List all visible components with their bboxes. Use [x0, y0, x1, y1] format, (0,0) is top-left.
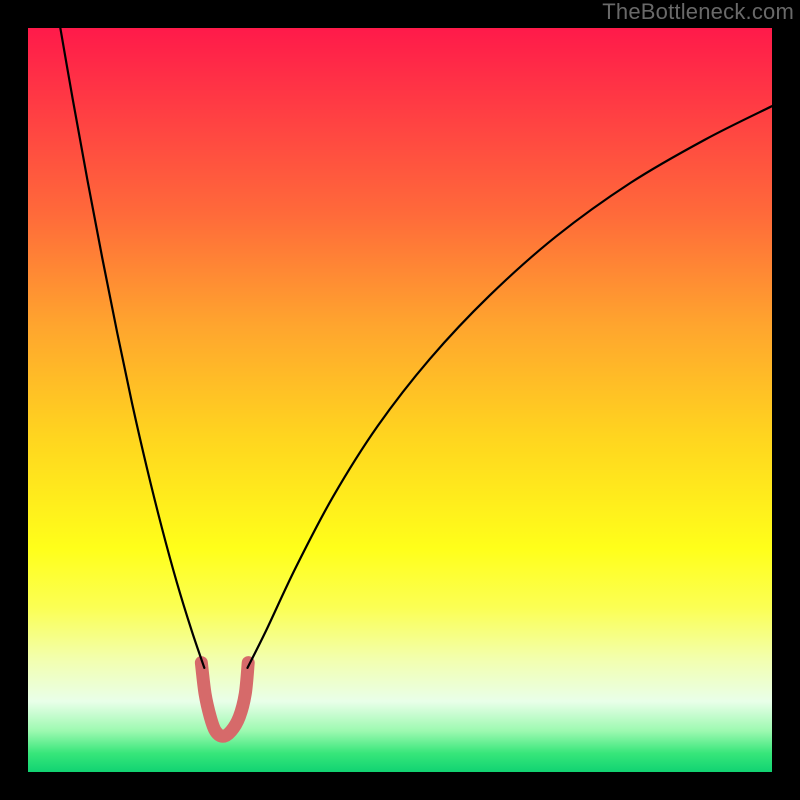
plot-area — [28, 28, 772, 772]
stage: TheBottleneck.com — [0, 0, 800, 800]
chart-canvas — [28, 28, 772, 772]
